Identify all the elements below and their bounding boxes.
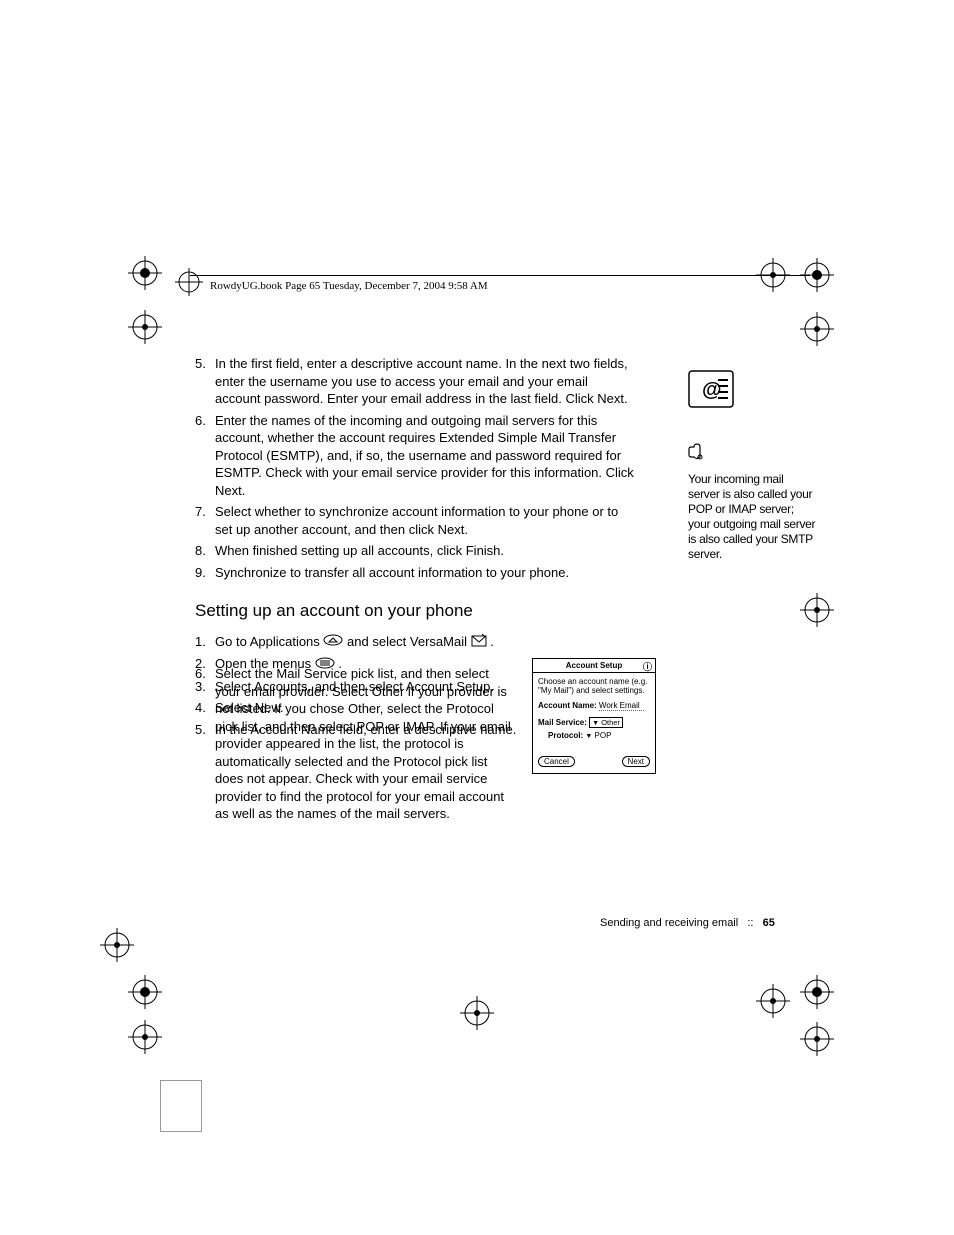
crop-mark [756,984,790,1018]
acct-name-label: Account Name: [538,701,597,710]
step-9: 9.Synchronize to transfer all account in… [195,564,635,582]
protocol-label: Protocol: [548,731,583,740]
page-footer: Sending and receiving email :: 65 [600,917,775,929]
crop-mark [128,310,162,344]
crop-mark [800,1022,834,1056]
mail-service-label: Mail Service: [538,718,587,727]
home-icon [323,633,343,651]
crop-mark [460,996,494,1030]
cancel-button: Cancel [538,756,575,767]
footer-sep: :: [747,917,753,929]
step-8: 8.When finished setting up all accounts,… [195,542,635,560]
versamail-icon [471,633,487,652]
crop-mark [800,312,834,346]
ss-title: Account Setup [566,661,622,670]
account-setup-screenshot: Account Setup ⓘ Choose an account name (… [532,658,656,774]
at-sign-icon: @ [688,370,818,413]
phone-step-1: 1. Go to Applications and select VersaMa… [195,633,635,652]
tip-icon [688,443,818,466]
text: Go to Applications [215,634,323,649]
next-button: Next [622,756,650,767]
step-6: 6.Enter the names of the incoming and ou… [195,412,635,500]
crop-mark [128,1020,162,1054]
crop-mark [800,593,834,627]
crop-mark [100,928,134,962]
step-7: 7.Select whether to synchronize account … [195,503,635,538]
text: . [490,634,494,649]
acct-name-value: Work Email [599,701,644,711]
footer-page: 65 [763,917,775,929]
header-rule [190,275,810,276]
footer-section: Sending and receiving email [600,917,738,929]
header-text: RowdyUG.book Page 65 Tuesday, December 7… [210,280,488,292]
crop-mark [800,975,834,1009]
section-heading: Setting up an account on your phone [195,600,635,623]
protocol-value: POP [595,731,612,740]
crop-mark [128,975,162,1009]
step-5: 5.In the first field, enter a descriptiv… [195,355,635,408]
phone-step-6: 6.Select the Mail Service pick list, and… [195,665,515,823]
tip-text: Your incoming mail server is also called… [688,472,818,562]
ss-hint: Choose an account name (e.g. "My Mail") … [538,677,650,695]
crop-mark [128,256,162,290]
mail-service-pick: ▼ Other [589,717,623,728]
info-icon: ⓘ [643,660,652,673]
text: and select VersaMail [347,634,471,649]
crop-mark [175,268,203,296]
